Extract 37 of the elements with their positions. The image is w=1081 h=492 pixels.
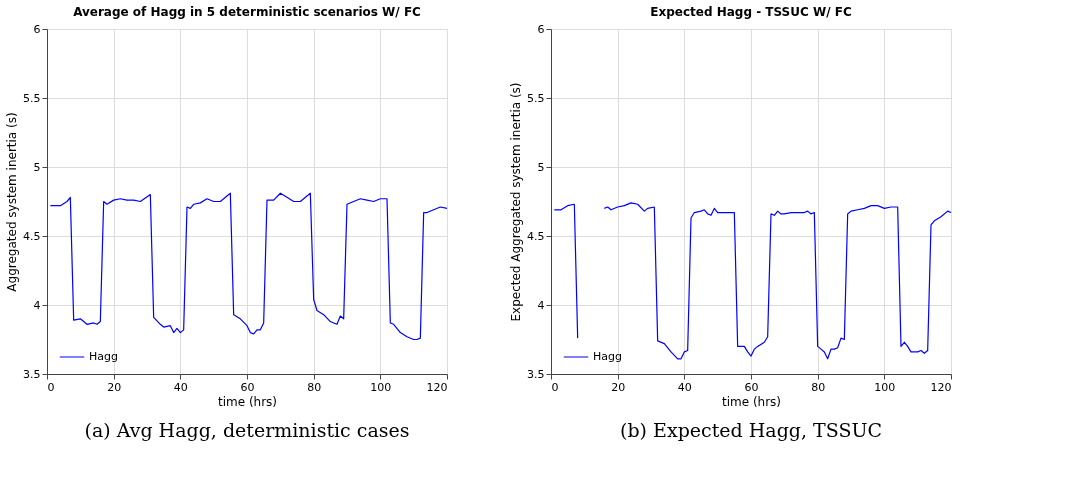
x-tick-label: 0 [551,380,559,394]
y-tick-label: 6 [33,22,41,36]
x-tick-label: 20 [107,380,122,394]
line-series [49,192,448,341]
y-tick-label: 4 [33,298,41,312]
chart-title: Expected Hagg - TSSUC W/ FC [650,5,852,19]
legend-label: Hagg [89,350,118,363]
legend-label: Hagg [593,350,622,363]
y-tick-label: 3.5 [527,367,545,381]
x-tick-label: 120 [930,380,952,394]
y-tick-label: 5.5 [527,91,545,105]
y-tick-label: 3.5 [23,367,41,381]
y-tick-label: 4.5 [527,229,545,243]
text: (b) Expected Hagg, TSSUC [620,419,882,441]
y-tick-label: 5 [537,160,545,174]
x-tick-label: 40 [173,380,188,394]
y-axis-title: Expected Aggregated system inertia (s) [509,82,524,322]
x-axis-title: time (hrs) [217,394,278,409]
x-tick-label: 120 [426,380,448,394]
chart-title: Average of Hagg in 5 deterministic scenarios W/ FC [73,5,422,19]
x-tick-label: 40 [677,380,692,394]
text: (a) Avg Hagg, deterministic cases [84,419,410,441]
y-tick-label: 4 [537,298,545,312]
x-tick-label: 60 [240,380,255,394]
y-tick-label: 5.5 [23,91,41,105]
y-tick-label: 4.5 [23,229,41,243]
x-tick-label: 20 [611,380,626,394]
x-tick-label: 0 [47,380,55,394]
y-tick-label: 6 [537,22,545,36]
x-tick-label: 100 [874,380,896,394]
x-tick-label: 60 [744,380,759,394]
x-axis-title: time (hrs) [721,394,782,409]
x-tick-label: 80 [307,380,322,394]
y-tick-label: 5 [33,160,41,174]
x-tick-label: 80 [811,380,826,394]
y-axis-title: Aggregated system inertia (s) [5,112,20,292]
x-tick-label: 100 [370,380,392,394]
